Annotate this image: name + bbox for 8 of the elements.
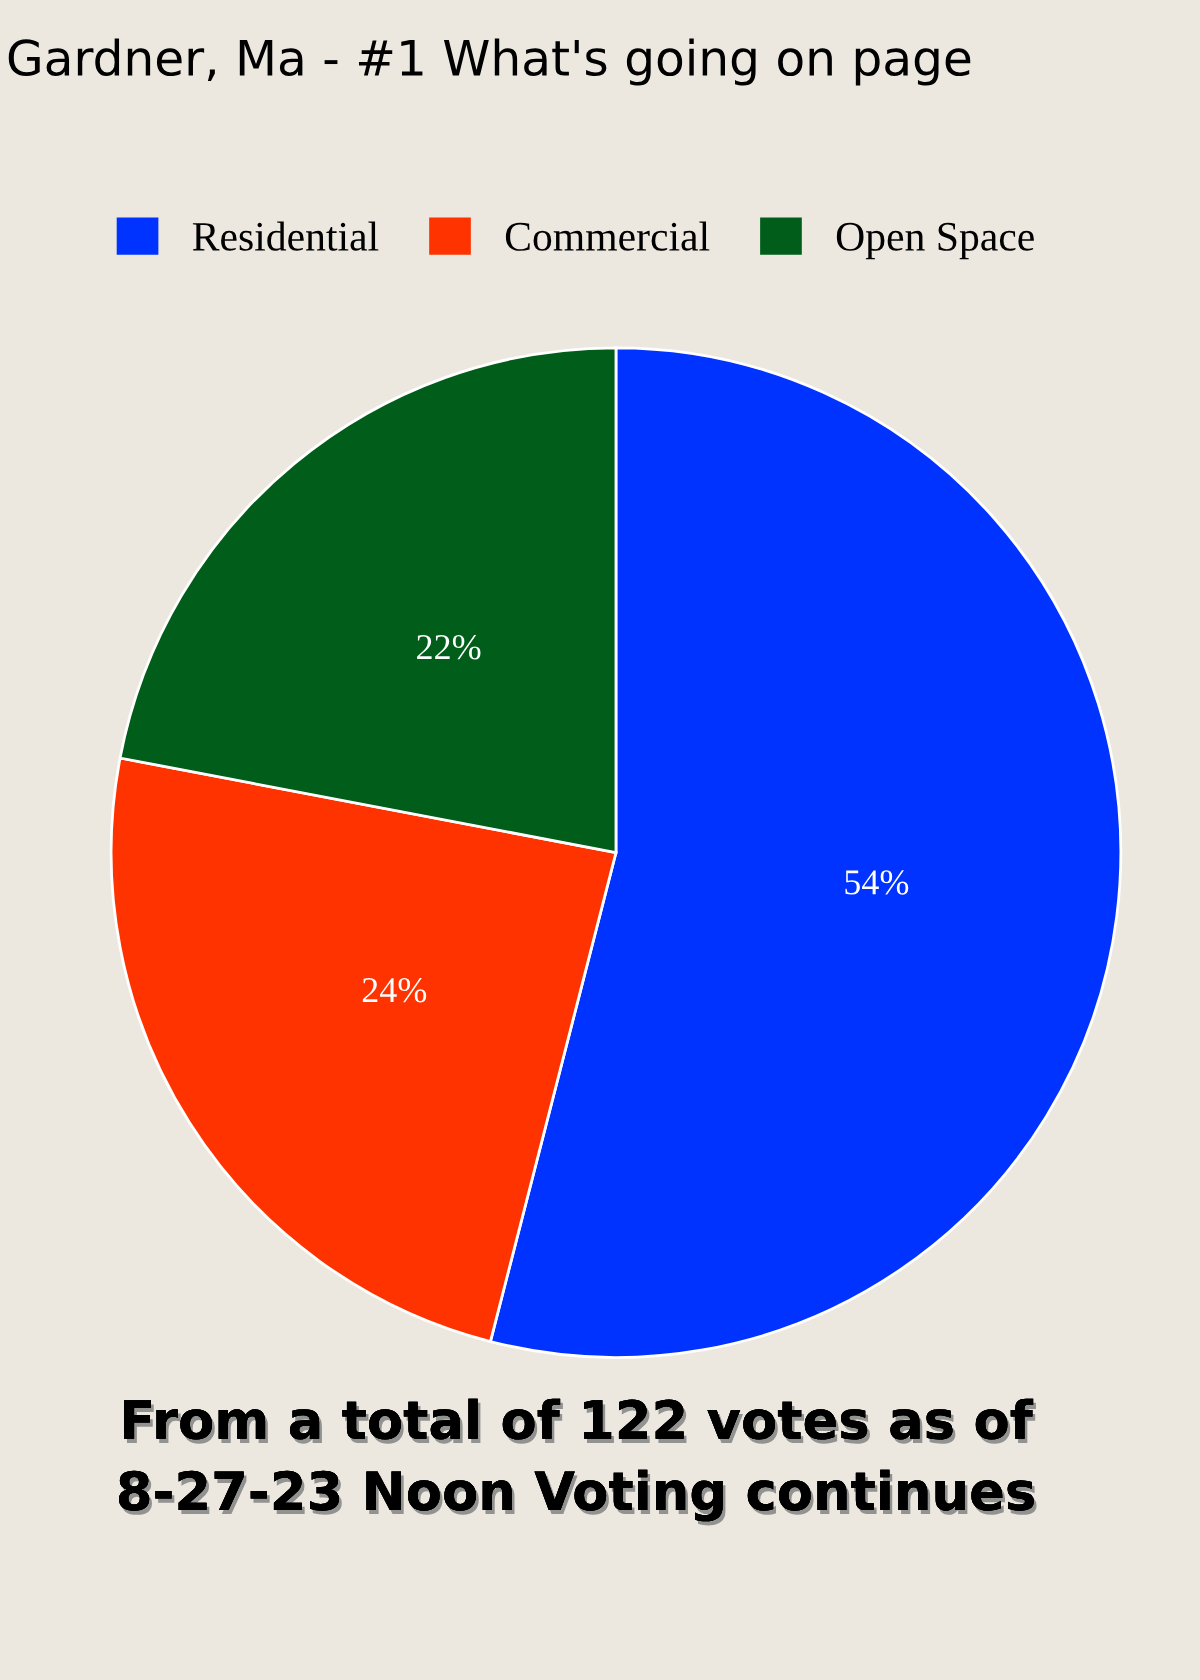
legend-label: Open Space xyxy=(836,222,1034,260)
data-label: 22% xyxy=(417,635,481,660)
chart-title: Gardner, Ma - #1 What's going on page xyxy=(8,38,971,86)
data-label: 24% xyxy=(362,977,427,1003)
legend-label: Commercial xyxy=(505,221,710,251)
legend-label: Residential xyxy=(192,221,379,251)
data-label: 54% xyxy=(845,870,909,895)
text: From a total of 122 votes as of 8-27-23 Noon Voting continues xyxy=(119,1398,1037,1526)
